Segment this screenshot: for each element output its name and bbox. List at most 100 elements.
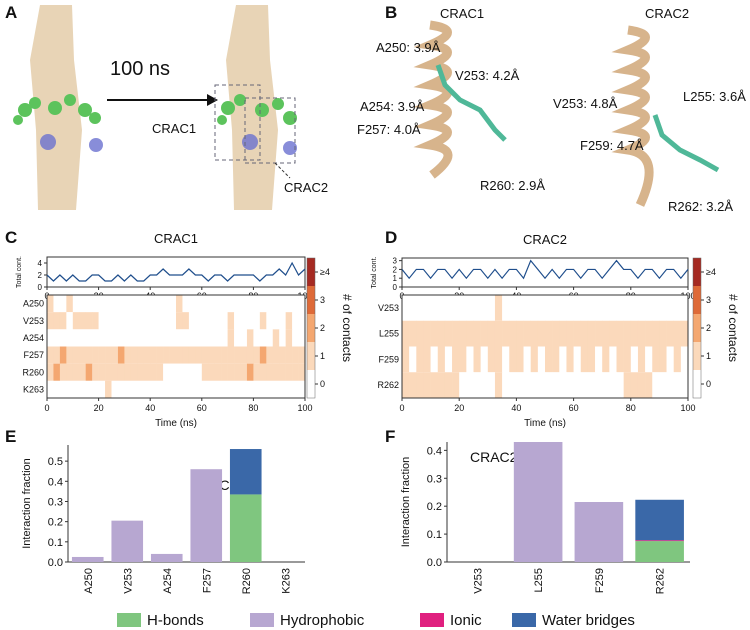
heat-cell: [459, 295, 467, 321]
heat-cell: [530, 372, 539, 398]
heat-cell: [444, 372, 453, 398]
heat-cell: [188, 329, 196, 347]
x-axis-label: Time (ns): [524, 418, 566, 429]
colorbar-label: # of contacts: [340, 294, 354, 362]
heat-cell: [516, 295, 524, 321]
heat-cell: [117, 363, 125, 381]
heat-cell: [92, 346, 99, 364]
heat-cell: [637, 372, 646, 398]
bar-segment: [150, 553, 183, 562]
heat-cell: [645, 320, 653, 347]
heat-cell: [494, 372, 503, 398]
heat-cell: [645, 372, 653, 398]
heat-cell: [292, 312, 299, 330]
y-tick-label: 4: [38, 259, 43, 268]
heat-cell: [176, 363, 183, 381]
heat-cell: [182, 312, 190, 330]
heat-cell: [402, 295, 410, 321]
heat-cell: [137, 295, 145, 313]
heat-cell: [130, 329, 138, 347]
heat-cell: [176, 312, 183, 330]
heat-cell: [105, 346, 112, 364]
heat-cell: [523, 295, 531, 321]
distance-label: V253: 4.2Å: [455, 68, 520, 83]
heat-cell: [163, 312, 170, 330]
heat-cell: [580, 372, 589, 398]
bar-segment: [229, 449, 262, 495]
heat-cell: [111, 312, 119, 330]
heat-cell: [150, 363, 157, 381]
heat-cell: [452, 372, 460, 398]
heat-cell: [240, 346, 248, 364]
heat-cell: [437, 320, 446, 347]
y-tick-label: 0: [393, 283, 398, 292]
heat-cell: [487, 346, 496, 373]
heat-cell: [616, 346, 624, 373]
heat-cell: [623, 320, 632, 347]
heat-cell: [530, 346, 539, 373]
heat-cell: [163, 329, 170, 347]
heat-cell: [221, 312, 228, 330]
colorbar-tick-label: 3: [706, 295, 711, 305]
colorbar-segment: [307, 314, 315, 342]
x-tick-label: F257: [201, 568, 213, 593]
colorbar-label: # of contacts: [726, 294, 740, 362]
y-axis-label: Interaction fraction: [400, 457, 412, 548]
row-label: F259: [378, 354, 399, 364]
bar-segment: [190, 469, 223, 562]
legend-swatch: [117, 613, 141, 627]
plot-frame: [46, 294, 306, 399]
heat-cell: [85, 329, 93, 347]
heat-cell: [253, 380, 261, 398]
heat-cell: [53, 380, 61, 398]
heat-cell: [473, 372, 481, 398]
legend-swatch: [512, 613, 536, 627]
heat-cell: [272, 295, 280, 313]
panel-label: C: [5, 228, 17, 247]
heat-cell: [66, 312, 74, 330]
heat-cell: [234, 329, 241, 347]
heat-cell: [502, 295, 510, 321]
heat-cell: [105, 380, 112, 398]
heat-cell: [117, 329, 125, 347]
heat-cell: [163, 295, 170, 313]
heat-cell: [494, 295, 503, 321]
heat-cell: [208, 295, 215, 313]
heat-cell: [246, 380, 254, 398]
heat-cell: [623, 346, 632, 373]
heat-cell: [272, 312, 280, 330]
heat-cell: [214, 346, 222, 364]
heat-cell: [59, 295, 67, 313]
heat-cell: [559, 372, 567, 398]
x-tick-label: 40: [145, 403, 155, 413]
heat-cell: [609, 372, 617, 398]
heat-cell: [156, 363, 164, 381]
heat-cell: [253, 329, 261, 347]
heat-cell: [137, 363, 145, 381]
heat-cell: [130, 363, 138, 381]
region-label: CRAC1: [152, 121, 196, 136]
heat-cell: [416, 320, 424, 347]
heat-cell: [117, 312, 125, 330]
heat-cell: [580, 320, 589, 347]
heat-cell: [602, 295, 610, 321]
heat-cell: [117, 346, 125, 364]
y-axis-label: Total cont.: [16, 256, 23, 288]
bar-segment: [635, 541, 684, 562]
heat-cell: [240, 380, 248, 398]
heat-cell: [111, 346, 119, 364]
heat-cell: [279, 312, 286, 330]
heat-cell: [409, 372, 417, 398]
x-axis-label: Time (ns): [155, 418, 197, 429]
heat-cell: [673, 372, 682, 398]
distance-label: A254: 3.9Å: [360, 99, 425, 114]
heat-cell: [79, 295, 86, 313]
heat-cell: [163, 346, 170, 364]
heat-cell: [666, 295, 674, 321]
heat-cell: [266, 380, 274, 398]
heat-cell: [502, 346, 510, 373]
heat-cell: [143, 380, 151, 398]
heat-cell: [466, 320, 474, 347]
heat-cell: [666, 346, 674, 373]
heat-cell: [637, 346, 646, 373]
